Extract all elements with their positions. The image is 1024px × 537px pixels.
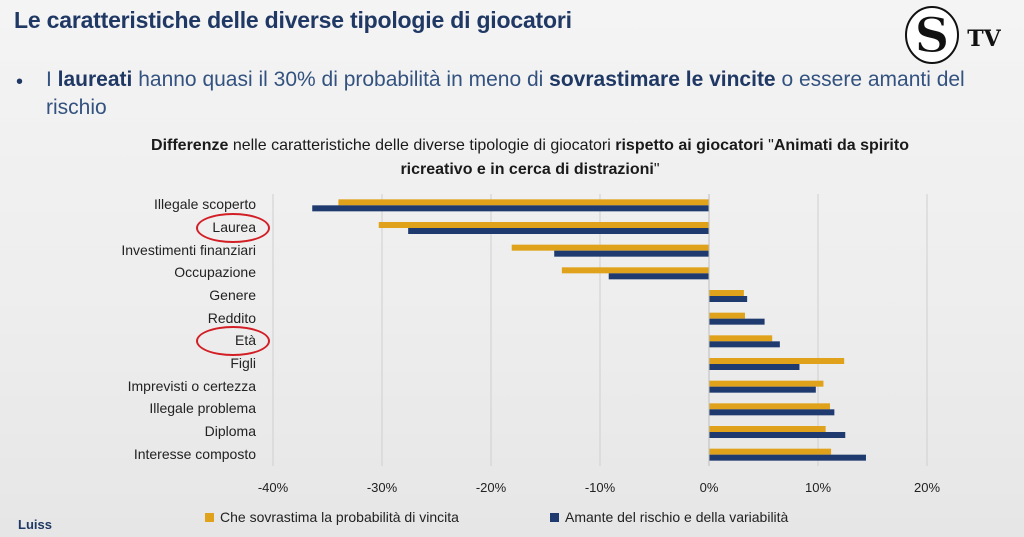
bar-series2 — [312, 205, 709, 212]
legend-item-series1: Che sovrastima la probabilità di vincita — [205, 509, 459, 525]
legend-swatch-series1 — [205, 512, 214, 522]
x-tick-label: 0% — [699, 480, 719, 495]
bar-series1 — [511, 244, 709, 251]
bar-series2 — [709, 386, 816, 393]
bar-series1 — [709, 426, 826, 432]
bar-series1 — [561, 267, 709, 274]
bar-series1 — [709, 358, 845, 364]
legend-item-series2: Amante del rischio e della variabilità — [550, 509, 788, 525]
x-tick-label: -20% — [475, 480, 507, 495]
bar-series2 — [408, 228, 709, 234]
logo-suffix: TV — [967, 26, 1001, 52]
x-tick-label: -40% — [257, 480, 289, 495]
legend-label-series2: Amante del rischio e della variabilità — [565, 509, 789, 525]
bar-series2 — [709, 409, 835, 416]
bar-series1 — [709, 448, 832, 455]
bar-series2 — [709, 318, 765, 325]
y-category-label: Illegale scoperto — [154, 196, 256, 213]
bar-series2 — [608, 273, 709, 280]
logo-letter: S — [915, 8, 950, 64]
slide-title: Le caratteristiche delle diverse tipolog… — [14, 7, 572, 33]
bar-series2 — [709, 432, 846, 438]
bar-series1 — [709, 290, 744, 296]
y-category-label: Reddito — [207, 309, 256, 326]
legend-swatch-series2 — [550, 512, 559, 522]
bullet-marker: • — [16, 71, 24, 93]
bar-series1 — [709, 380, 824, 387]
bar-series1 — [709, 403, 830, 410]
bar-series1 — [709, 335, 773, 342]
y-category-label: Illegale problema — [149, 400, 256, 417]
y-category-label: Interesse composto — [133, 445, 256, 462]
x-tick-label: -30% — [366, 480, 398, 495]
y-category-label: Investimenti finanziari — [121, 241, 256, 258]
chart-title: Differenze nelle caratteristiche delle d… — [151, 137, 909, 178]
x-tick-label: -10% — [584, 480, 616, 495]
bar-series1 — [709, 312, 745, 319]
stv-logo: S TV — [905, 6, 1002, 65]
bar-series2 — [709, 364, 800, 370]
luiss-logo: Luiss — [18, 517, 52, 532]
y-category-label: Figli — [230, 355, 256, 371]
highlight-ring — [196, 213, 270, 243]
highlight-ring — [196, 326, 270, 357]
bar-series1 — [338, 199, 709, 206]
y-category-label: Imprevisti o certezza — [127, 377, 256, 394]
bullet-text: I laureati hanno quasi il 30% di probabi… — [46, 68, 965, 119]
x-tick-label: 20% — [913, 480, 941, 495]
y-category-label: Occupazione — [174, 264, 256, 281]
bar-series1 — [378, 222, 709, 228]
y-category-label: Diploma — [204, 423, 256, 439]
bar-series2 — [709, 341, 780, 348]
bar-series2 — [709, 296, 748, 302]
y-category-label: Genere — [209, 287, 256, 303]
bar-series2 — [554, 250, 709, 257]
x-tick-label: 10% — [804, 480, 832, 495]
bar-series2 — [709, 454, 866, 461]
legend-label-series1: Che sovrastima la probabilità di vincita — [220, 509, 459, 525]
